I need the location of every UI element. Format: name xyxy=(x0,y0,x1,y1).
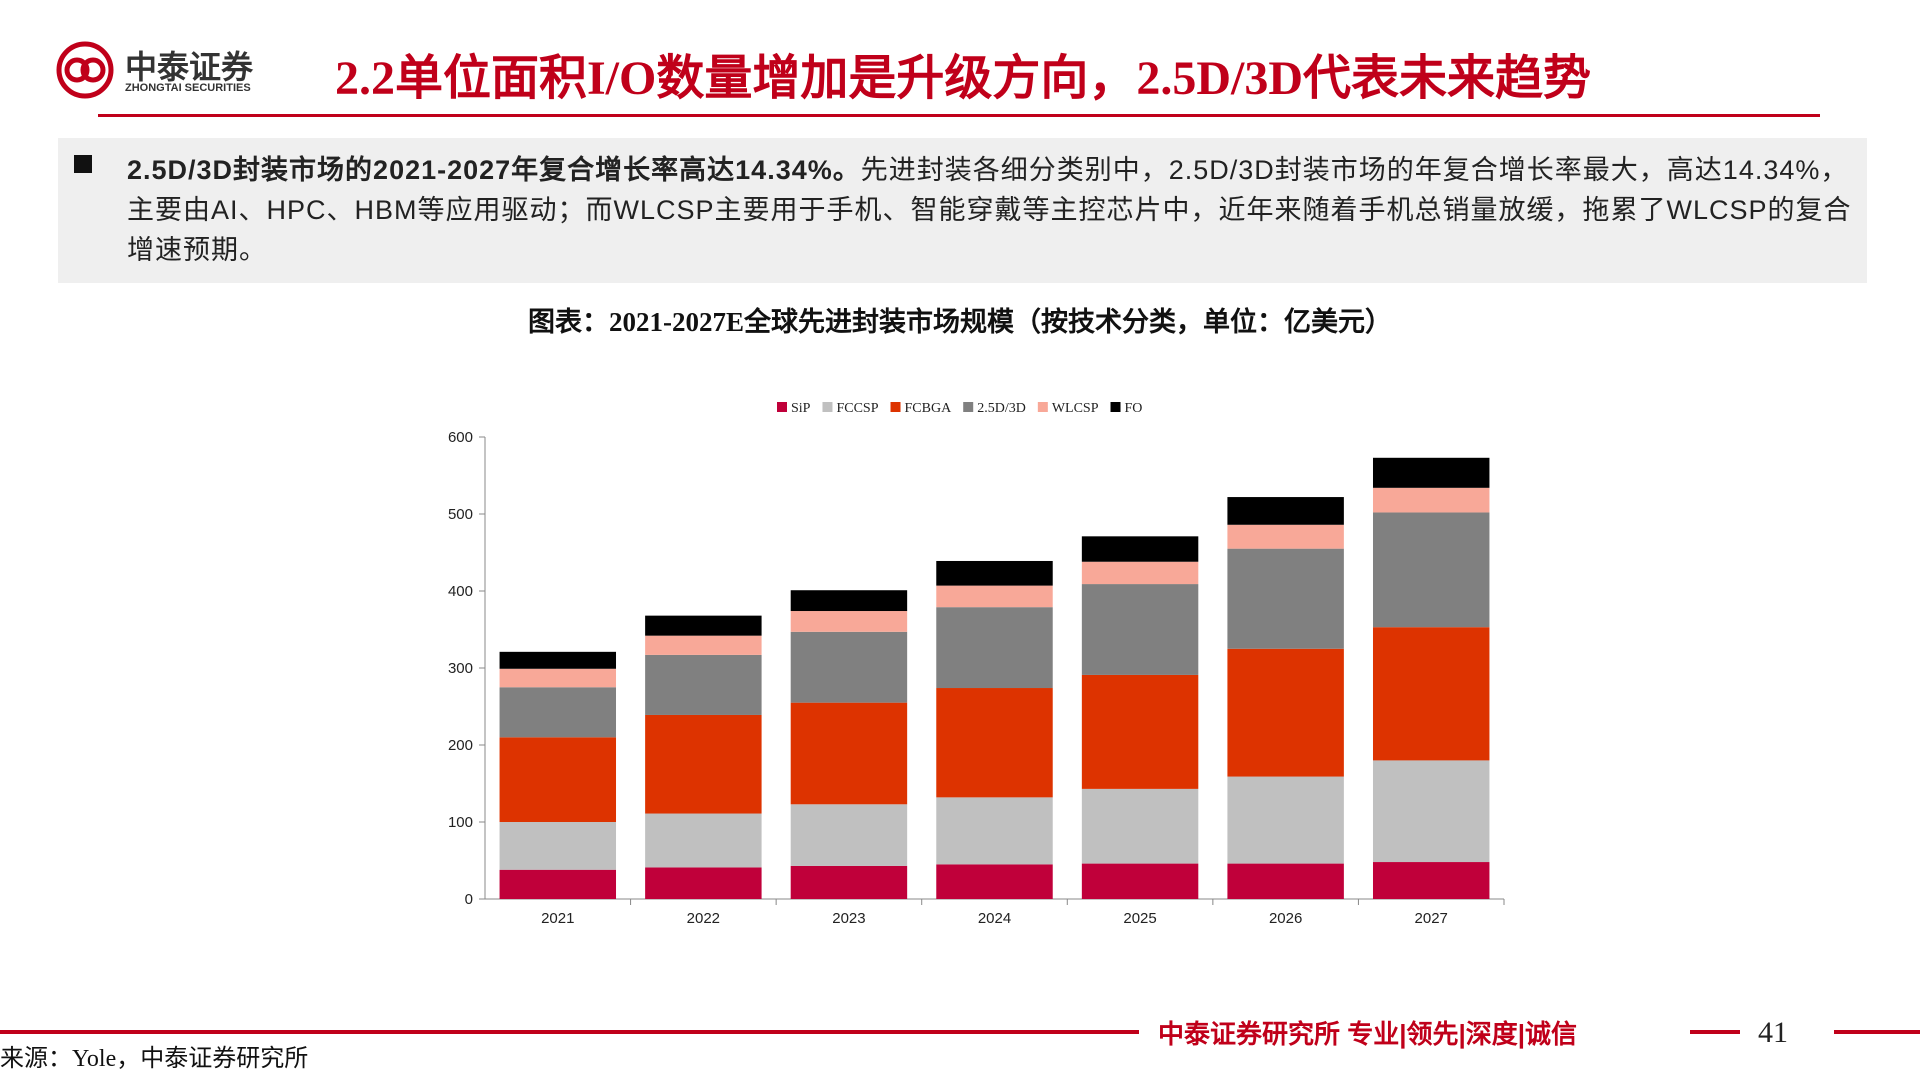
bar-segment xyxy=(645,654,762,715)
bar-segment xyxy=(499,869,617,899)
bullet-text: 2.5D/3D封装市场的2021-2027年复合增长率高达14.34%。先进封装… xyxy=(127,150,1852,270)
legend-label: FCCSP xyxy=(836,401,878,416)
legend-label: 2.5D/3D xyxy=(977,401,1026,416)
legend-swatch xyxy=(777,402,787,412)
bar-segment xyxy=(645,615,762,636)
bullet-icon xyxy=(74,155,92,173)
bullet-box xyxy=(58,138,1867,283)
legend-swatch xyxy=(963,402,974,412)
page-number: 41 xyxy=(1758,1016,1788,1049)
legend-label: FO xyxy=(1125,401,1143,416)
chart: 0 100 200 300 400 500 600 2021 2022 2023 2024 2025 2… xyxy=(448,401,1505,927)
bar-segment xyxy=(1227,863,1344,899)
bar-segment xyxy=(936,607,1053,689)
footer-rule-right xyxy=(1834,1030,1920,1034)
bar-segment xyxy=(499,668,617,688)
legend-swatch xyxy=(890,402,901,412)
chart-caption: 图表：2021-2027E全球先进封装市场规模（按技术分类，单位：亿美元） xyxy=(528,307,1392,337)
bar-segment xyxy=(1081,584,1199,675)
bar-segment xyxy=(645,714,762,814)
bar-segment xyxy=(1372,457,1490,488)
x-tick-label: 2021 xyxy=(541,910,574,927)
logo-text: 中泰证券 xyxy=(125,49,254,85)
bar-segment xyxy=(790,611,908,632)
bullet-bold: 2.5D/3D封装市场的2021-2027年复合增长率高达14.34%。 xyxy=(127,155,861,185)
bar-segment xyxy=(1081,674,1199,789)
bar-segment xyxy=(1227,648,1344,777)
bullet-body: 先进封装各细分类别中，2.5D/3D封装市场的年复合增长率最大，高达14.34%… xyxy=(127,155,1852,265)
bar-segment xyxy=(499,822,617,870)
x-tick-label: 2027 xyxy=(1415,910,1448,927)
y-tick-label: 100 xyxy=(448,814,473,831)
bar-segment xyxy=(1227,524,1344,549)
legend-swatch xyxy=(822,402,833,412)
y-tick-label: 500 xyxy=(448,506,473,523)
x-tick-label: 2025 xyxy=(1123,910,1156,927)
footer-rule xyxy=(0,1030,1139,1034)
bar-segment xyxy=(499,737,617,822)
bar-segment xyxy=(499,687,617,738)
bar-segment xyxy=(499,651,617,669)
footer-slogan: 中泰证券研究所 专业|领先|深度|诚信 xyxy=(1158,1019,1578,1049)
source-note: 来源：Yole，中泰证券研究所 xyxy=(0,1046,309,1072)
bar-segment xyxy=(645,867,762,899)
bar-segment xyxy=(790,590,908,612)
bar-segment xyxy=(645,813,762,868)
x-tick-label: 2024 xyxy=(978,910,1011,927)
y-tick-label: 600 xyxy=(448,429,473,446)
slide-title: 2.2单位面积I/O数量增加是升级方向，2.5D/3D代表未来趋势 xyxy=(335,52,1592,105)
bar-segment xyxy=(790,804,908,866)
bar-segment xyxy=(1081,561,1199,585)
bar-segment xyxy=(1081,536,1199,562)
bar-segment xyxy=(936,797,1053,865)
bar-segment xyxy=(936,585,1053,608)
logo-mark xyxy=(56,41,114,99)
bar-segment xyxy=(1227,497,1344,525)
bar-segment xyxy=(1081,788,1199,864)
bar-segment xyxy=(936,688,1053,798)
bar-segment xyxy=(1081,863,1199,899)
x-tick-label: 2022 xyxy=(687,910,720,927)
y-tick-label: 0 xyxy=(465,891,473,908)
logo-subtext: ZHONGTAI SECURITIES xyxy=(125,82,251,94)
bar-segment xyxy=(645,635,762,655)
footer-rule-short xyxy=(1690,1030,1740,1034)
bar-segment xyxy=(1372,760,1490,863)
bar-segment xyxy=(1227,548,1344,649)
y-tick-label: 300 xyxy=(448,660,473,677)
y-tick-label: 400 xyxy=(448,583,473,600)
legend-label: WLCSP xyxy=(1052,401,1099,416)
bar-segment xyxy=(936,864,1053,899)
x-tick-label: 2023 xyxy=(832,910,865,927)
bar-segment xyxy=(1372,487,1490,513)
legend-swatch xyxy=(1037,402,1048,412)
bar-segment xyxy=(1227,776,1344,864)
legend-swatch xyxy=(1110,402,1121,412)
legend-label: SiP xyxy=(791,401,811,416)
legend-label: FCBGA xyxy=(905,401,953,416)
bar-segment xyxy=(790,865,908,899)
y-tick-label: 200 xyxy=(448,737,473,754)
header-rule xyxy=(98,114,1820,117)
bar-segment xyxy=(1372,862,1490,899)
bar-segment xyxy=(936,560,1053,586)
bar-segment xyxy=(1372,512,1490,628)
bar-segment xyxy=(1372,627,1490,761)
bar-segment xyxy=(790,702,908,805)
bar-segment xyxy=(790,631,908,703)
x-tick-label: 2026 xyxy=(1269,910,1302,927)
